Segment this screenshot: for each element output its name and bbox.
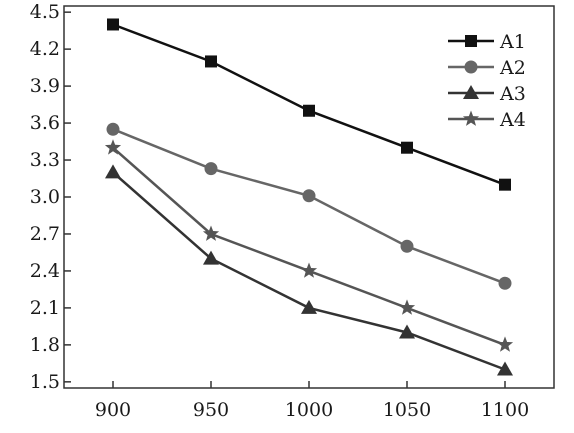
series-a3-point xyxy=(399,324,415,339)
series-a3-point xyxy=(203,250,219,265)
legend-item-a4: A4 xyxy=(448,109,526,131)
series-a1 xyxy=(107,18,511,191)
series-a2-point xyxy=(400,239,414,253)
x-tick-label: 950 xyxy=(193,399,229,421)
series-a1-point xyxy=(499,178,511,191)
x-tick-label: 900 xyxy=(95,399,131,421)
series-layer xyxy=(104,18,514,376)
legend-label: A3 xyxy=(499,83,526,105)
series-a2-line xyxy=(112,128,506,285)
legend-label: A4 xyxy=(499,109,526,131)
series-a3-point xyxy=(497,361,513,376)
series-a2-point xyxy=(302,189,316,203)
legend: A1 A2 A3 A4 xyxy=(448,31,526,131)
y-tick-label: 2.7 xyxy=(30,223,60,245)
legend-label: A2 xyxy=(499,57,526,79)
y-tick-label: 2.4 xyxy=(30,260,60,282)
series-a1-point xyxy=(107,18,119,31)
series-a4-point xyxy=(104,139,122,155)
legend-item-a2: A2 xyxy=(448,57,526,79)
series-a3-point xyxy=(301,299,317,314)
legend-item-a1: A1 xyxy=(448,31,526,53)
series-a1-point xyxy=(401,141,413,154)
y-tick-label: 4.2 xyxy=(30,38,60,60)
y-tick-label: 3.3 xyxy=(30,149,60,171)
series-a4-point xyxy=(300,262,318,278)
legend-marker xyxy=(463,85,479,99)
legend-label: A1 xyxy=(499,31,526,53)
y-tick-label: 1.5 xyxy=(30,371,60,393)
legend-marker xyxy=(465,35,477,47)
series-a2 xyxy=(106,122,512,290)
legend-marker xyxy=(462,110,480,126)
axes: 1.5 1.8 2.1 2.4 2.7 3.0 3.3 3.6 3.9 4.2 4.5 900 950 1… xyxy=(30,1,529,421)
x-tick-label: 1050 xyxy=(383,399,431,421)
y-tick-label: 4.5 xyxy=(30,1,60,23)
legend-marker xyxy=(464,60,478,74)
series-a4 xyxy=(104,139,514,352)
y-tick-label: 1.8 xyxy=(30,334,60,356)
series-a1-point xyxy=(205,55,217,68)
y-tick-label: 3.9 xyxy=(30,75,60,97)
series-a4-point xyxy=(202,225,220,241)
series-a4-point xyxy=(398,299,416,315)
y-tick-label: 2.1 xyxy=(30,297,60,319)
series-a1-point xyxy=(303,104,315,117)
series-a2-point xyxy=(106,122,120,136)
series-a1-line xyxy=(112,23,506,186)
series-a3 xyxy=(105,164,513,376)
series-a4-line xyxy=(112,146,506,347)
series-a2-point xyxy=(498,276,512,290)
series-a3-point xyxy=(105,164,121,179)
y-tick-label: 3.6 xyxy=(30,112,60,134)
series-a4-point xyxy=(496,336,514,352)
y-tick-label: 3.0 xyxy=(30,186,60,208)
legend-item-a3: A3 xyxy=(448,83,526,105)
x-tick-label: 1000 xyxy=(285,399,333,421)
series-a2-point xyxy=(204,162,218,176)
x-tick-label: 1100 xyxy=(481,399,529,421)
